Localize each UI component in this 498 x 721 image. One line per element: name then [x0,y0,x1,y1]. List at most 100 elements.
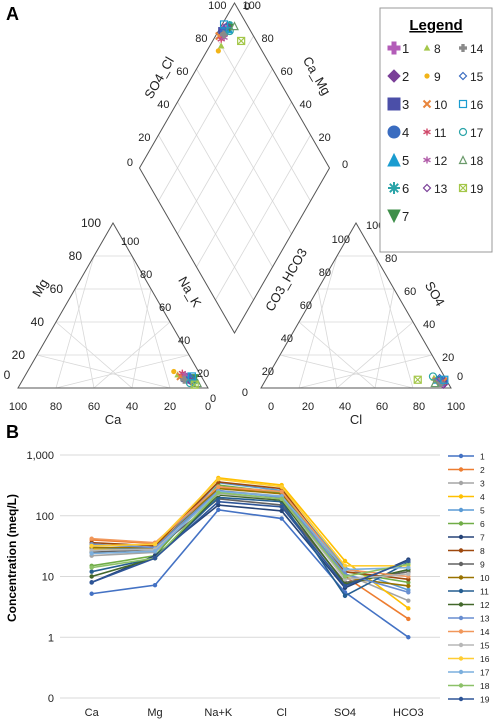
line-legend-item: 12 [448,600,490,610]
anion-point [440,375,449,384]
piper-points [171,20,449,390]
legend-marker [424,73,430,79]
legend-marker [423,156,431,164]
line-grid [60,454,440,699]
series-point [342,558,348,564]
marker-part [387,97,401,111]
anion-triangle-grid-line [298,354,433,389]
legend-item: 17 [458,126,484,140]
marker-part [217,42,225,49]
legend-item: 5 [387,152,409,168]
anion-bottom-tick: 40 [339,401,351,413]
y-tick-label: 100 [36,511,54,523]
marker-part [391,41,397,55]
line-legend-item: 6 [448,519,485,529]
series-line [91,509,409,638]
line-legend-dot [458,588,464,594]
series-point [216,484,221,489]
marker-part [225,26,234,36]
line-legend-label: 3 [480,479,485,489]
diamond-grid-line [158,134,254,301]
marker-part [430,378,440,388]
series-point [406,598,411,603]
marker-part [237,37,246,45]
diamond-left-zero: 0 [127,157,133,169]
line-legend-label: 15 [480,641,490,651]
anion-right-tick: 20 [442,352,454,364]
series-point [152,542,158,547]
series-point [279,516,284,521]
anion-triangle-grid-line [317,288,338,389]
series-point [89,536,94,541]
cation-right-tick: 100 [121,236,139,248]
diamond-point [217,42,225,49]
series-point [89,574,94,579]
legend-marker [422,183,432,193]
diamond-left-tick: 100 [208,0,226,12]
panel-a-label: A [6,4,19,24]
line-legend-dot [458,696,464,702]
x-tick-label: Ca [85,707,100,719]
series-point [89,580,94,585]
diamond-right-tick: 20 [319,132,331,144]
legend-item: 4 [387,125,409,140]
diamond-left-tick: 20 [138,132,150,144]
marker-part [219,20,229,29]
line-legend-label: 18 [480,681,490,691]
legend-marker [422,99,432,109]
series-point [152,549,158,554]
cation-bottom-tick: 0 [205,401,211,413]
legend-marker [423,128,431,136]
anion-point [435,373,444,383]
legend-marker [387,69,401,83]
legend-label: 10 [434,98,448,112]
diamond-grid-line [196,101,292,268]
legend-label: 6 [402,181,409,196]
legend-item: 15 [458,70,484,84]
anion-triangle-grid-line [374,288,395,389]
line-legend-dot [458,656,464,661]
legend-label: 11 [434,126,447,140]
diamond-grid-line [215,35,311,202]
diamond-right-tick: 100 [243,0,261,12]
line-legend-label: 11 [480,587,489,597]
legend-label: 17 [470,126,484,140]
anion-bottom-tick: 100 [447,401,465,413]
y-tick-label: 0 [48,693,54,705]
series-line [91,500,409,587]
legend-item: 18 [458,154,484,168]
series-point [406,606,411,611]
line-legend-dot [458,629,464,634]
line-legend-dot [458,507,464,513]
marker-part [388,182,400,194]
legend-marker [458,99,468,109]
x-tick-label: SO4 [334,707,356,719]
legend-item: 12 [423,154,448,168]
marker-part [422,99,432,109]
line-legend-item: 19 [448,695,490,705]
series-point [406,571,411,577]
cation-left-tick: 100 [81,216,101,230]
diamond-grid-line [158,35,254,202]
series-point [406,558,411,564]
series-point [216,476,221,482]
anion-bottom-tick: 60 [376,401,388,413]
anion-bottom-tick: 80 [413,401,425,413]
line-legend-label: 14 [480,627,490,637]
line-legend-label: 13 [480,614,490,624]
anion-right-tick: 80 [385,253,397,265]
diamond-grid-line [196,68,292,235]
diamond-left-tick: 60 [176,66,188,78]
line-legend-item: 5 [448,506,485,516]
y-axis-label: Concentration (meq/L) [5,494,19,622]
series-point [342,563,348,569]
marker-part [230,21,239,31]
line-axes: 0 1 10 100 1,000 Ca Mg Na+K Cl SO4 HCO3 [26,450,423,719]
series-point [89,543,94,549]
anion-left-tick: 20 [262,366,274,378]
anion-point [430,378,440,388]
